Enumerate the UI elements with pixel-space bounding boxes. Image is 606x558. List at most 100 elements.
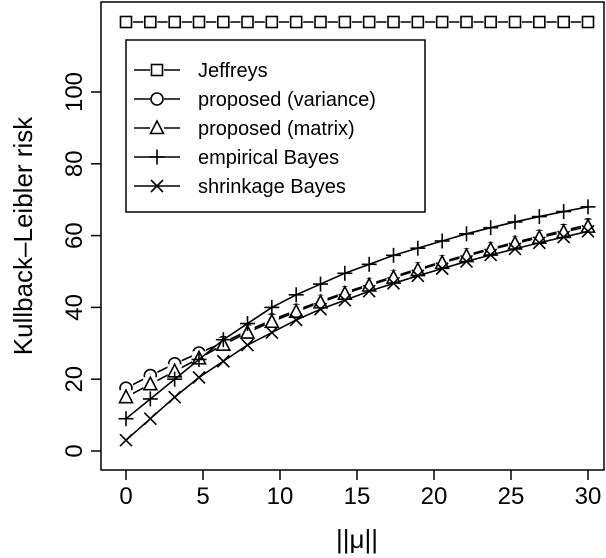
- data-point-shrinkage-bayes: [581, 224, 595, 238]
- data-point-jeffreys: [362, 15, 376, 29]
- marker-bg: [581, 15, 595, 29]
- data-point-empirical-bayes: [191, 351, 207, 367]
- data-point-empirical-bayes: [313, 276, 329, 292]
- marker-bg: [337, 15, 352, 29]
- marker-bg: [240, 15, 255, 29]
- data-point-empirical-bayes: [531, 209, 547, 225]
- data-point-empirical-bayes: [288, 287, 304, 303]
- data-point-shrinkage-bayes: [459, 254, 474, 269]
- x-tick-label: 30: [575, 483, 602, 510]
- data-point-empirical-bayes: [410, 240, 426, 256]
- series-line-shrinkage-bayes: [125, 230, 589, 441]
- data-point-empirical-bayes: [264, 299, 280, 315]
- data-point-shrinkage-bayes: [216, 354, 230, 368]
- series-empirical-bayes: [118, 199, 596, 427]
- marker-bg: [410, 15, 425, 29]
- legend-entry-shrinkage-bayes: shrinkage Bayes: [134, 176, 346, 198]
- legend-label: Jeffreys: [198, 60, 268, 82]
- data-point-jeffreys: [119, 15, 133, 29]
- marker-bg: [119, 390, 133, 405]
- data-point-jeffreys: [411, 15, 425, 29]
- y-tick-label: 80: [61, 150, 88, 177]
- data-point-jeffreys: [144, 15, 157, 29]
- x-tick-label: 25: [498, 483, 525, 510]
- data-point-jeffreys: [387, 15, 400, 29]
- marker-bg: [508, 15, 523, 29]
- data-point-proposed-matrix: [312, 293, 329, 309]
- data-point-jeffreys: [484, 15, 497, 29]
- marker-bg: [581, 219, 595, 234]
- legend: Jeffreys proposed (variance) proposed (mat…: [125, 39, 426, 213]
- data-point-empirical-bayes: [215, 332, 231, 348]
- marker-bg: [119, 15, 133, 29]
- data-point-shrinkage-bayes: [484, 248, 498, 262]
- x-tick-label: 20: [421, 483, 448, 510]
- marker-bg: [362, 15, 377, 29]
- marker-bg: [167, 15, 182, 29]
- data-point-proposed-matrix: [288, 302, 304, 319]
- data-point-jeffreys: [460, 15, 473, 29]
- data-point-empirical-bayes: [556, 204, 572, 220]
- marker-bg: [313, 15, 328, 29]
- data-point-shrinkage-bayes: [192, 370, 206, 384]
- marker-bg: [435, 15, 450, 29]
- marker-bg: [264, 314, 279, 329]
- data-point-jeffreys: [192, 15, 206, 29]
- x-tick-label: 15: [344, 483, 371, 510]
- axes: 0 5 10 15 20 25 30 0 20 40 60 80 100: [61, 72, 601, 510]
- data-point-shrinkage-bayes: [143, 412, 157, 426]
- series-jeffreys: [119, 15, 595, 29]
- legend-entry-proposed-variance: proposed (variance): [134, 89, 376, 111]
- data-point-jeffreys: [241, 15, 254, 29]
- legend-marker-jeffreys: [150, 63, 164, 77]
- data-point-empirical-bayes: [240, 316, 256, 332]
- data-point-jeffreys: [314, 15, 327, 29]
- data-point-empirical-bayes: [142, 391, 158, 407]
- marker-bg: [508, 236, 523, 251]
- y-tick-label: 40: [61, 294, 88, 321]
- y-tick-label: 60: [61, 222, 88, 249]
- data-point-shrinkage-bayes: [435, 262, 449, 276]
- x-tick-label: 5: [196, 483, 209, 510]
- data-point-empirical-bayes: [483, 220, 499, 236]
- data-point-empirical-bayes: [167, 371, 183, 387]
- legend-label: proposed (variance): [198, 89, 376, 111]
- marker-bg: [532, 15, 547, 29]
- marker-bg: [216, 15, 231, 29]
- data-point-jeffreys: [217, 15, 230, 29]
- marker-bg: [143, 15, 158, 29]
- data-point-empirical-bayes: [337, 265, 353, 281]
- data-point-jeffreys: [168, 15, 181, 29]
- y-tick-label: 0: [61, 444, 88, 457]
- x-axis-label: ||μ||: [336, 524, 378, 554]
- data-point-empirical-bayes: [361, 256, 377, 272]
- data-point-shrinkage-bayes: [313, 302, 328, 316]
- legend-entry-proposed-matrix: proposed (matrix): [134, 118, 355, 140]
- data-point-empirical-bayes: [385, 247, 401, 263]
- legend-marker-proposed-matrix: [149, 119, 165, 135]
- legend-label: proposed (matrix): [198, 118, 355, 140]
- legend-box: [125, 39, 426, 213]
- data-point-jeffreys: [289, 15, 303, 29]
- series-shrinkage-bayes: [119, 224, 595, 447]
- data-point-shrinkage-bayes: [265, 325, 279, 340]
- marker-bg: [167, 364, 182, 379]
- data-point-shrinkage-bayes: [240, 338, 255, 352]
- marker-bg: [191, 15, 206, 29]
- series-proposed-variance: [119, 217, 595, 396]
- data-point-jeffreys: [508, 15, 522, 29]
- data-point-empirical-bayes: [507, 214, 523, 230]
- legend-marker-empirical-bayes: [149, 149, 165, 165]
- data-point-proposed-matrix: [118, 388, 134, 404]
- data-point-shrinkage-bayes: [411, 269, 425, 283]
- marker-bg: [240, 325, 255, 340]
- marker-bg: [289, 15, 304, 29]
- marker-bg: [483, 15, 498, 29]
- marker-bg: [362, 278, 377, 293]
- y-tick-label: 100: [61, 72, 88, 112]
- data-point-shrinkage-bayes: [289, 313, 303, 327]
- data-point-shrinkage-bayes: [557, 230, 571, 244]
- data-point-proposed-matrix: [264, 313, 280, 329]
- data-point-proposed-matrix: [215, 336, 232, 352]
- legend-label: empirical Bayes: [198, 147, 339, 169]
